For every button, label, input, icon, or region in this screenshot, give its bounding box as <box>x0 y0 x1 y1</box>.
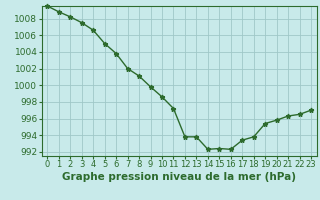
X-axis label: Graphe pression niveau de la mer (hPa): Graphe pression niveau de la mer (hPa) <box>62 172 296 182</box>
